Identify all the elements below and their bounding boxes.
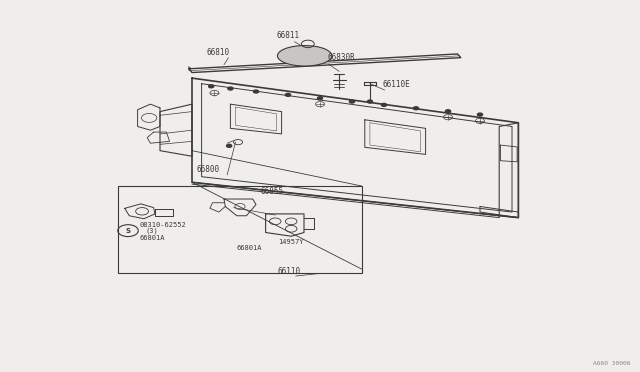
Circle shape bbox=[227, 144, 232, 147]
Text: 66810: 66810 bbox=[206, 48, 229, 57]
Circle shape bbox=[228, 87, 233, 90]
Text: 66801A: 66801A bbox=[237, 245, 262, 251]
Text: 66811: 66811 bbox=[276, 31, 300, 40]
Text: 14957Y: 14957Y bbox=[278, 239, 304, 245]
Circle shape bbox=[445, 110, 451, 113]
Text: 66801A: 66801A bbox=[140, 235, 165, 241]
Circle shape bbox=[413, 107, 419, 110]
Text: (3): (3) bbox=[145, 228, 158, 234]
Circle shape bbox=[209, 85, 214, 88]
Circle shape bbox=[253, 90, 259, 93]
Text: 66830R: 66830R bbox=[328, 53, 355, 62]
Text: 66800: 66800 bbox=[196, 165, 220, 174]
Text: 66855: 66855 bbox=[260, 187, 284, 196]
Text: 66110: 66110 bbox=[278, 267, 301, 276]
Circle shape bbox=[317, 97, 323, 100]
Text: 66110E: 66110E bbox=[383, 80, 410, 89]
Circle shape bbox=[285, 93, 291, 96]
Circle shape bbox=[381, 103, 387, 106]
Circle shape bbox=[477, 113, 483, 116]
Text: S: S bbox=[125, 228, 131, 234]
Circle shape bbox=[367, 100, 372, 103]
Text: 08310-62552: 08310-62552 bbox=[140, 222, 186, 228]
Ellipse shape bbox=[278, 45, 332, 66]
Circle shape bbox=[349, 100, 355, 103]
Text: A660 30006: A660 30006 bbox=[593, 362, 630, 366]
Bar bbox=[118, 186, 362, 273]
